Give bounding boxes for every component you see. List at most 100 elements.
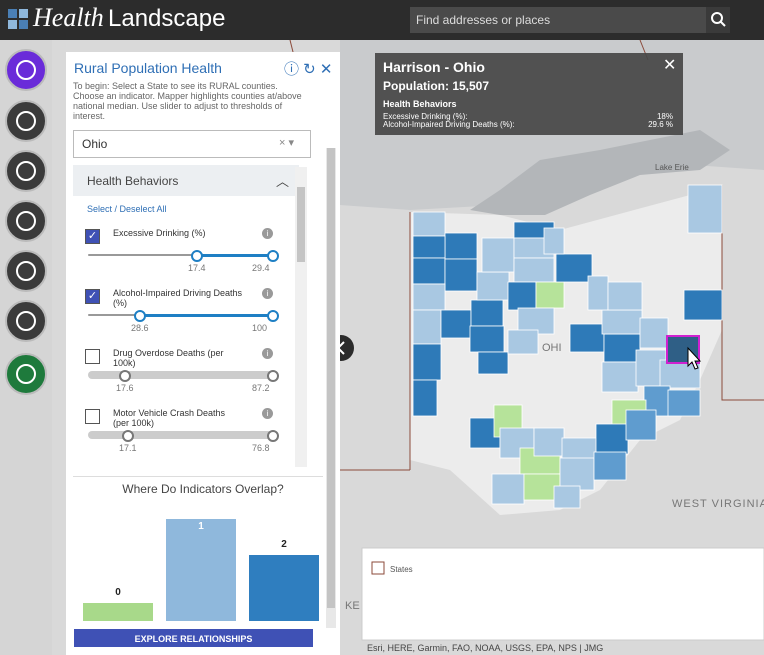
county — [543, 227, 565, 255]
info-icon[interactable]: i — [262, 408, 273, 419]
slider-low: 17.6 — [116, 383, 134, 393]
county — [595, 423, 629, 455]
nav-icon[interactable] — [5, 250, 47, 292]
scrollbar[interactable] — [295, 167, 307, 467]
county — [687, 184, 723, 234]
county — [469, 325, 505, 353]
indicator-label: Alcohol-Impaired Driving Deaths (%) — [113, 288, 243, 308]
county — [412, 343, 442, 381]
nav-icon[interactable] — [5, 353, 47, 395]
icon-glyph — [16, 111, 36, 131]
state-value: Ohio — [82, 137, 108, 151]
indicator-label: Drug Overdose Deaths (per 100k) — [113, 348, 224, 368]
scrollbar[interactable] — [326, 148, 336, 628]
chevron: ︿ — [276, 174, 290, 189]
county — [470, 299, 504, 327]
slider-knob[interactable] — [119, 370, 131, 382]
panel-tools[interactable]: ⓘ ↻ ✕ — [284, 61, 333, 78]
state-label: KE — [345, 600, 360, 612]
slider-low: 17.4 — [188, 263, 206, 273]
search-box[interactable]: Find addresses or places — [410, 7, 706, 33]
popup-population: Population: 15,507 — [383, 79, 490, 93]
legend-swatch — [371, 561, 385, 575]
side-panel: Rural Population Health ⓘ ↻ ✕ To begin: … — [66, 52, 340, 655]
icon-glyph — [16, 60, 36, 80]
icon-glyph — [16, 161, 36, 181]
icon-glyph — [16, 364, 36, 384]
nav-icon[interactable] — [5, 49, 47, 91]
slider-high: 100 — [252, 323, 268, 333]
county — [444, 232, 478, 260]
slider-knob[interactable] — [267, 370, 279, 382]
search-button[interactable] — [706, 7, 730, 33]
state-select[interactable]: Ohio × ▾ — [73, 130, 311, 158]
popup-close[interactable]: ✕ — [663, 57, 677, 74]
checkbox[interactable] — [85, 409, 100, 424]
slider-high: 87.2 — [252, 383, 270, 393]
county — [412, 235, 446, 259]
info-icon[interactable]: i — [262, 348, 273, 359]
explore-button[interactable]: EXPLORE RELATIONSHIPS — [74, 629, 313, 647]
logo — [8, 9, 28, 29]
slider-knob[interactable] — [191, 250, 203, 262]
slider-knob[interactable] — [267, 250, 279, 262]
selected-county[interactable] — [666, 335, 700, 364]
checkbox[interactable]: ✓ — [85, 289, 100, 304]
popup-row-value: 29.6 % — [648, 120, 673, 129]
popup-row-label: Alcohol-Impaired Driving Deaths (%): — [383, 120, 515, 129]
chart-card — [73, 476, 323, 627]
select-all[interactable]: Select / Deselect All — [87, 204, 167, 214]
county — [444, 258, 478, 292]
popup-row-label: Excessive Drinking (%): — [383, 112, 468, 121]
panel-title: Rural Population Health — [74, 60, 222, 76]
county — [569, 323, 605, 353]
icon-glyph — [16, 261, 36, 281]
county — [412, 257, 446, 285]
slider-track — [88, 371, 272, 379]
nav-icon[interactable] — [5, 100, 47, 142]
popup-section: Health Behaviors — [383, 99, 457, 109]
select-controls: × ▾ — [279, 137, 295, 149]
slider-knob[interactable] — [267, 430, 279, 442]
county — [555, 253, 593, 283]
icon-glyph — [16, 311, 36, 331]
state-label: WEST VIRGINIA — [672, 498, 764, 510]
brand: Landscape — [108, 5, 226, 32]
county — [491, 473, 525, 505]
popup-row-value: 18% — [656, 112, 673, 121]
slider-low: 28.6 — [131, 323, 149, 333]
section-header[interactable]: Health Behaviors ︿ — [73, 165, 299, 196]
nav-icon[interactable] — [5, 300, 47, 342]
nav-icon[interactable] — [5, 150, 47, 192]
county — [553, 485, 581, 509]
info-icon[interactable]: i — [262, 288, 273, 299]
icon-glyph — [16, 211, 36, 231]
legend — [361, 547, 764, 641]
checkbox[interactable]: ✓ — [85, 229, 100, 244]
county — [593, 451, 627, 481]
lake-erie — [470, 130, 730, 215]
county — [477, 351, 509, 375]
bar-label: 2 — [281, 539, 287, 550]
county — [601, 309, 643, 335]
header: Health Landscape Find addresses or place… — [0, 0, 764, 40]
rail — [0, 40, 52, 655]
info-icon[interactable]: i — [262, 228, 273, 239]
bar-label: 1 — [198, 521, 204, 532]
county — [507, 329, 539, 355]
county — [559, 457, 595, 491]
slider-knob[interactable] — [267, 310, 279, 322]
indicator-label: Excessive Drinking (%) — [113, 228, 206, 238]
county — [535, 281, 565, 309]
slider-knob[interactable] — [122, 430, 134, 442]
nav-icon[interactable] — [5, 200, 47, 242]
county — [587, 275, 609, 311]
slider-range — [196, 254, 272, 257]
checkbox[interactable] — [85, 349, 100, 364]
section-title: Health Behaviors — [87, 174, 179, 188]
county — [412, 211, 446, 237]
slider-knob[interactable] — [134, 310, 146, 322]
county — [639, 317, 669, 349]
county — [476, 271, 510, 301]
slider-high: 29.4 — [252, 263, 270, 273]
